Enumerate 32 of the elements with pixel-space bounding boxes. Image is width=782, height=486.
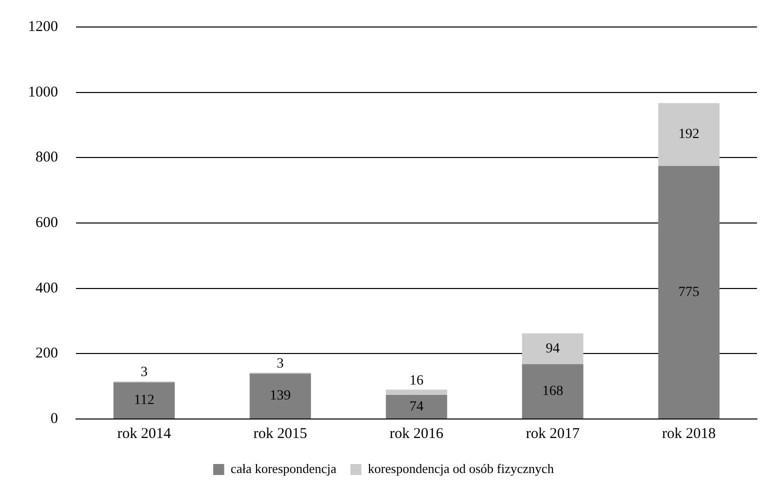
bar bbox=[658, 103, 720, 166]
x-tick-label: rok 2014 bbox=[117, 426, 172, 442]
y-tick-label: 1000 bbox=[28, 84, 58, 100]
bar bbox=[386, 394, 448, 418]
y-tick-label: 800 bbox=[36, 150, 58, 166]
data-label: 192 bbox=[678, 127, 700, 142]
legend-label: korespondencja od osób fizycznych bbox=[368, 460, 554, 476]
bar bbox=[386, 390, 448, 395]
data-label: 3 bbox=[140, 365, 148, 380]
x-tick-label: rok 2017 bbox=[526, 426, 580, 442]
y-tick-label: 400 bbox=[36, 280, 58, 296]
x-tick-label: rok 2015 bbox=[253, 426, 308, 442]
y-tick-label: 0 bbox=[50, 410, 58, 427]
x-tick-label: rok 2018 bbox=[662, 426, 716, 442]
bar bbox=[522, 364, 584, 418]
bar bbox=[250, 374, 311, 418]
data-label: 3 bbox=[276, 356, 284, 372]
x-tick-label: rok 2016 bbox=[390, 426, 444, 442]
data-label: 16 bbox=[410, 373, 424, 388]
legend-label: cała korespondencja bbox=[230, 460, 337, 476]
y-tick-label: 600 bbox=[36, 214, 58, 231]
data-label: 74 bbox=[410, 399, 424, 414]
data-label: 775 bbox=[678, 284, 700, 300]
y-tick-label: 1200 bbox=[28, 18, 58, 35]
data-label: 112 bbox=[134, 393, 154, 408]
bar bbox=[658, 166, 720, 418]
bar bbox=[113, 382, 175, 418]
data-label: 94 bbox=[546, 341, 560, 356]
bar bbox=[522, 333, 584, 364]
y-tick-label: 200 bbox=[36, 346, 58, 362]
data-label: 139 bbox=[270, 388, 291, 404]
data-label: 168 bbox=[542, 384, 564, 399]
